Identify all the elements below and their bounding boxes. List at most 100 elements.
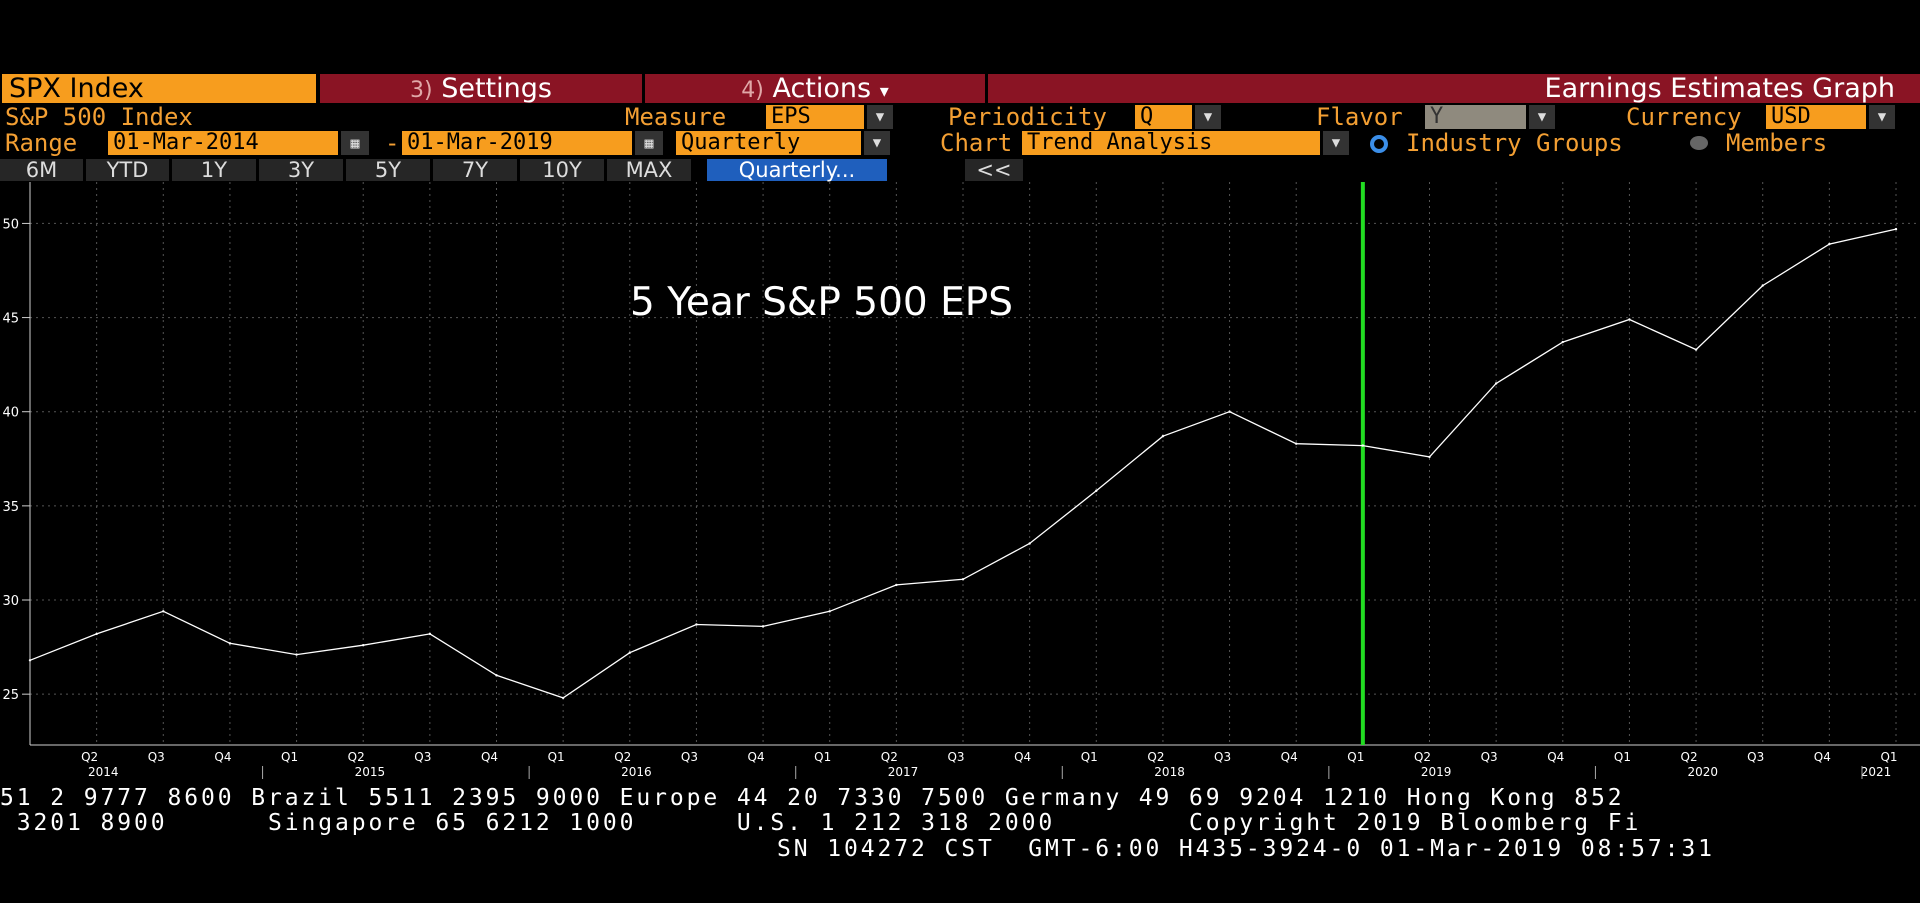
- data-point: [561, 696, 565, 700]
- actions-menu-button[interactable]: 4) Actions ▾: [645, 74, 985, 103]
- data-point: [761, 625, 765, 628]
- chart-title: 5 Year S&P 500 EPS: [630, 280, 1013, 325]
- x-year-label: 2015: [355, 765, 386, 779]
- data-point: [1628, 318, 1631, 321]
- data-point: [95, 632, 98, 636]
- x-tick-label: Q3: [1747, 750, 1764, 764]
- x-axis: Q2 Q3 Q4 Q1 Q2 Q3 Q4 Q1 Q2 Q3 Q4 Q1 Q2 Q3 Q4 Q1 Q2 Q3 Q4 Q1…: [30, 744, 1920, 779]
- dropdown-arrow-icon[interactable]: ▼: [864, 131, 890, 155]
- eps-series-points: [28, 227, 1898, 700]
- collapse-panel-button[interactable]: <<: [965, 159, 1023, 181]
- period-button-7y[interactable]: 7Y: [433, 159, 517, 181]
- x-tick-label: Q3: [1214, 750, 1231, 764]
- footer-contact-line-2: 3201 8900 Singapore 65 6212 1000 U.S. 1 …: [0, 810, 1642, 836]
- period-button-6m[interactable]: 6M: [0, 159, 83, 181]
- dropdown-arrow-icon[interactable]: ▼: [867, 105, 893, 129]
- x-tick-label: Q2: [1414, 750, 1431, 764]
- actions-menu-label: Actions: [772, 73, 872, 104]
- x-year-label: 2020: [1687, 765, 1718, 779]
- x-tick-label: Q2: [81, 750, 98, 764]
- range-separator: -: [385, 129, 400, 157]
- range-start-input[interactable]: 01-Mar-2014: [108, 131, 338, 155]
- period-button-ytd[interactable]: YTD: [86, 159, 169, 181]
- x-year-label: 2016: [621, 765, 652, 779]
- x-tick-label: Q3: [414, 750, 431, 764]
- data-point: [628, 651, 631, 654]
- industry-groups-label: Industry Groups: [1406, 129, 1623, 157]
- x-tick-label: Q2: [348, 750, 365, 764]
- x-tick-label: Q4: [1281, 750, 1298, 764]
- range-label: Range: [5, 129, 78, 157]
- chevron-down-icon: ▾: [879, 81, 889, 102]
- data-point: [28, 659, 32, 662]
- x-tick-label: Q1: [281, 750, 298, 764]
- actions-menu-number: 4): [741, 78, 764, 103]
- x-year-label: 2014: [88, 765, 119, 779]
- data-point: [828, 610, 831, 613]
- dropdown-arrow-icon[interactable]: ▼: [1869, 105, 1895, 129]
- measure-label: Measure: [625, 103, 727, 131]
- x-tick-label: Q2: [1147, 750, 1164, 764]
- frequency-select[interactable]: Quarterly: [676, 131, 861, 155]
- data-point: [162, 610, 165, 613]
- security-index-field[interactable]: SPX Index: [2, 74, 316, 103]
- x-tick-label: Q1: [1347, 750, 1364, 764]
- x-tick-label: Q3: [148, 750, 165, 764]
- period-button-3y[interactable]: 3Y: [259, 159, 343, 181]
- currency-label: Currency: [1626, 103, 1742, 131]
- calendar-icon[interactable]: ▦: [341, 131, 369, 155]
- x-tick-label: Q1: [548, 750, 565, 764]
- y-tick-label: 35: [2, 500, 19, 515]
- period-button-10y[interactable]: 10Y: [520, 159, 604, 181]
- footer-contact-line-1: 51 2 9777 8600 Brazil 5511 2395 9000 Eur…: [0, 785, 1625, 811]
- settings-menu-button[interactable]: 3) Settings: [320, 74, 642, 103]
- data-point: [495, 674, 498, 677]
- data-point: [1228, 410, 1231, 413]
- data-point: [1028, 542, 1031, 545]
- x-tick-label: Q4: [748, 750, 765, 764]
- x-tick-label: Q1: [1081, 750, 1098, 764]
- dropdown-arrow-icon[interactable]: ▼: [1529, 105, 1555, 129]
- x-tick-label: Q3: [681, 750, 698, 764]
- x-tick-label: Q1: [814, 750, 831, 764]
- measure-select[interactable]: EPS: [766, 105, 864, 129]
- x-year-label: 2019: [1421, 765, 1452, 779]
- x-year-label: 2021: [1861, 765, 1892, 779]
- y-axis: 25 30 35 40 45 50: [2, 182, 31, 745]
- period-button-1y[interactable]: 1Y: [172, 159, 256, 181]
- data-point: [895, 583, 898, 587]
- y-tick-label: 25: [2, 688, 19, 703]
- periodicity-select[interactable]: Q: [1135, 105, 1192, 129]
- chart-type-select[interactable]: Trend Analysis: [1022, 131, 1320, 155]
- function-title: Earnings Estimates Graph: [988, 74, 1920, 103]
- x-year-label: 2017: [888, 765, 919, 779]
- security-name: S&P 500 Index: [5, 103, 193, 131]
- currency-select[interactable]: USD: [1766, 105, 1866, 129]
- data-point: [1161, 434, 1165, 438]
- flavor-label: Flavor: [1316, 103, 1403, 131]
- range-end-input[interactable]: 01-Mar-2019: [402, 131, 632, 155]
- industry-groups-radio[interactable]: [1370, 135, 1388, 153]
- data-point: [1428, 455, 1431, 459]
- chart-grid: [30, 182, 1920, 745]
- period-button-max[interactable]: MAX: [607, 159, 691, 181]
- data-point: [362, 644, 365, 647]
- dropdown-arrow-icon[interactable]: ▼: [1323, 131, 1349, 155]
- x-year-label: 2018: [1154, 765, 1185, 779]
- members-label: Members: [1726, 129, 1828, 157]
- dropdown-arrow-icon[interactable]: ▼: [1195, 105, 1221, 129]
- calendar-icon[interactable]: ▦: [635, 131, 663, 155]
- data-point: [1095, 489, 1098, 493]
- data-point: [295, 653, 298, 656]
- data-point: [1295, 442, 1298, 445]
- members-radio[interactable]: [1690, 136, 1708, 150]
- x-tick-label: Q4: [1547, 750, 1564, 764]
- x-tick-label: Q2: [1681, 750, 1698, 764]
- flavor-select[interactable]: Y: [1425, 105, 1526, 129]
- data-point: [1361, 444, 1365, 447]
- data-point: [1761, 284, 1764, 287]
- options-row-2: Range 01-Mar-2014 ▦ - 01-Mar-2019 ▦ Quar…: [0, 130, 1920, 156]
- x-tick-label: Q2: [881, 750, 898, 764]
- period-button-5y[interactable]: 5Y: [346, 159, 430, 181]
- period-button-quarterly[interactable]: Quarterly...: [707, 159, 887, 181]
